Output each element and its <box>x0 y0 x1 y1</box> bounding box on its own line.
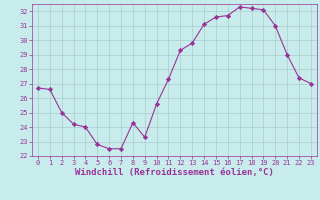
X-axis label: Windchill (Refroidissement éolien,°C): Windchill (Refroidissement éolien,°C) <box>75 168 274 177</box>
